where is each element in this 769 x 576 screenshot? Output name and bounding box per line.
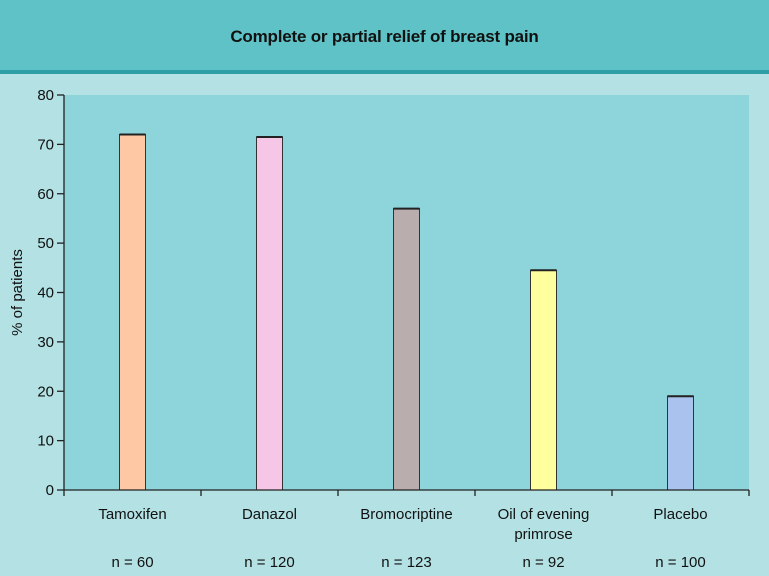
sample-size-label: n = 60: [111, 554, 153, 571]
x-tick-label: Placebo: [653, 506, 707, 523]
bar-bromocriptine: [393, 208, 420, 491]
x-tick-label: Bromocriptine: [360, 506, 453, 523]
bar-placebo: [667, 395, 694, 491]
sample-size-label: n = 92: [522, 554, 564, 571]
chart-title: Complete or partial relief of breast pai…: [230, 27, 539, 46]
bar-tamoxifen: [119, 134, 146, 491]
y-tick-label: 60: [37, 186, 54, 203]
sample-size-label: n = 123: [381, 554, 431, 571]
y-axis-title: % of patients: [9, 249, 26, 336]
x-tick-label: Oil of evening primrose: [498, 506, 590, 543]
y-tick-label: 70: [37, 136, 54, 153]
title-banner: [0, 0, 769, 74]
x-tick-label: Tamoxifen: [98, 506, 166, 523]
sample-size-label: n = 100: [655, 554, 705, 571]
y-tick-label: 40: [37, 285, 54, 302]
y-tick-label: 30: [37, 334, 54, 351]
y-tick-label: 20: [37, 383, 54, 400]
sample-size-label: n = 120: [244, 554, 294, 571]
x-tick-label: Danazol: [242, 506, 297, 523]
y-tick-label: 80: [37, 87, 54, 104]
y-tick-label: 0: [46, 482, 54, 499]
y-tick-label: 50: [37, 235, 54, 252]
bar-danazol: [256, 136, 283, 491]
y-tick-label: 10: [37, 433, 54, 450]
bar-oil-of-evening-primrose: [530, 269, 557, 491]
